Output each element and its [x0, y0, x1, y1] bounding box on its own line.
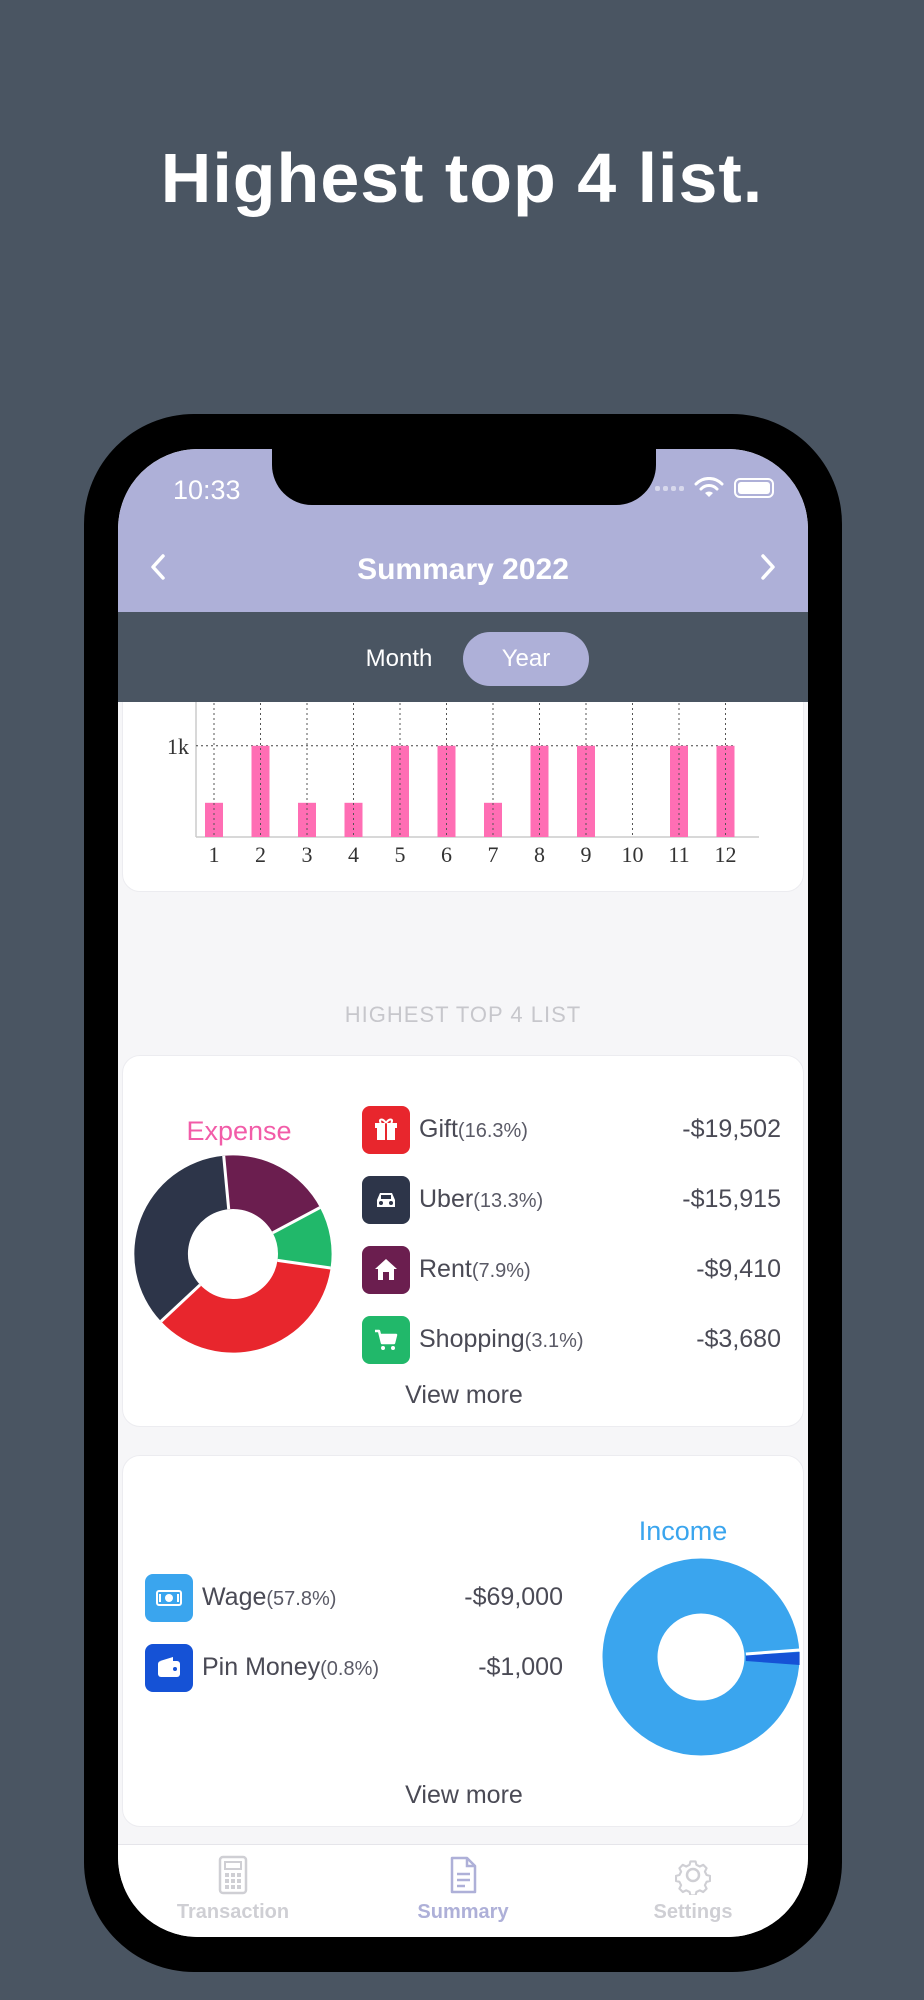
tab-settings-label: Settings: [653, 1901, 733, 1923]
x-tick-label: 11: [668, 842, 689, 867]
category-name: Pin Money: [202, 1653, 321, 1681]
phone-frame: 10:33 Summary 2022 Month Year: [84, 414, 842, 1972]
monthly-bar-chart: 1k1 2 3 4 5 6 7 8 9 10 11 12: [167, 702, 759, 867]
status-icons: [655, 477, 774, 499]
donut-slice-gift: [161, 1260, 331, 1353]
house-icon: [362, 1246, 410, 1294]
headline: Highest top 4 list.: [160, 139, 764, 217]
bar-month-6: [437, 745, 456, 837]
phone-screen: 10:33 Summary 2022 Month Year: [118, 449, 808, 1937]
category-name: Rent: [419, 1255, 472, 1283]
income-donut-chart: [602, 1558, 800, 1756]
x-tick-label: 3: [302, 842, 313, 867]
category-percent: (0.8%): [320, 1658, 380, 1680]
bar-month-5: [391, 745, 409, 837]
notch: [272, 449, 656, 505]
gift-icon: [362, 1106, 410, 1154]
x-tick-label: 8: [534, 842, 545, 867]
cart-icon: [362, 1316, 410, 1364]
bar-month-8: [530, 745, 549, 837]
donut-slice-rent: [223, 1155, 320, 1233]
next-year-button[interactable]: [748, 545, 788, 589]
income-card: Income Wage(57.8%) -$69,000 Pin Money(0.8%…: [122, 1455, 804, 1827]
segment-year[interactable]: Year: [463, 632, 589, 686]
bar-month-11: [670, 745, 688, 837]
category-label: Rent(7.9%): [419, 1255, 531, 1284]
category-amount: -$3,680: [696, 1325, 781, 1353]
category-name: Shopping: [419, 1325, 525, 1353]
category-percent: (57.8%): [266, 1588, 337, 1610]
tab-transaction[interactable]: Transaction: [133, 1855, 333, 1924]
category-percent: (7.9%): [471, 1260, 531, 1282]
status-time: 10:33: [173, 475, 241, 505]
x-tick-label: 5: [395, 842, 406, 867]
page-title: Summary 2022: [357, 553, 569, 586]
x-tick-label: 9: [581, 842, 592, 867]
summary-content[interactable]: 1k 1 2 3 4 5 6 7 8 9 10 11 12 HIGHEST TOP 4 LIST Exp…: [118, 702, 808, 1844]
tab-summary[interactable]: Summary: [363, 1855, 563, 1924]
tab-bar: Transaction Summary Settings: [118, 1844, 808, 1937]
x-tick-label: 10: [622, 842, 644, 867]
category-label: Wage(57.8%): [202, 1583, 336, 1612]
category-amount: -$19,502: [682, 1115, 781, 1143]
wifi-icon: [694, 477, 724, 497]
income-title: Income: [638, 1516, 728, 1546]
previous-year-button[interactable]: [138, 545, 178, 589]
calculator-icon: [218, 1855, 248, 1895]
x-tick-label: 12: [715, 842, 737, 867]
donut-slice-pin-money: [745, 1652, 800, 1665]
donut-slice-uber: [134, 1155, 229, 1322]
wallet-icon: [145, 1644, 193, 1692]
donut-slice-shopping: [272, 1207, 332, 1268]
category-name: Gift: [419, 1115, 458, 1143]
bar-month-12: [716, 745, 735, 837]
signal-icon: [655, 485, 684, 491]
period-segmented-control: Month Year: [118, 612, 808, 702]
section-title: HIGHEST TOP 4 LIST: [344, 1002, 582, 1027]
income-view-more-link[interactable]: View more: [405, 1781, 523, 1809]
tab-settings[interactable]: Settings: [593, 1855, 793, 1924]
monthly-chart-card: 1k 1 2 3 4 5 6 7 8 9 10 11 12: [122, 702, 804, 892]
expense-donut-chart: [134, 1155, 332, 1353]
expense-title: Expense: [186, 1116, 292, 1146]
tab-summary-label: Summary: [417, 1901, 509, 1923]
battery-icon: [734, 478, 774, 498]
category-label: Uber(13.3%): [419, 1185, 543, 1214]
category-label: Shopping(3.1%): [419, 1325, 584, 1354]
bar-month-9: [577, 745, 595, 837]
category-name: Uber: [419, 1185, 474, 1213]
x-tick-label: 7: [488, 842, 499, 867]
x-tick-label: 4: [348, 842, 359, 867]
tab-transaction-label: Transaction: [176, 1901, 290, 1923]
category-amount: -$69,000: [464, 1583, 563, 1611]
category-percent: (16.3%): [457, 1120, 528, 1142]
car-icon: [362, 1176, 410, 1224]
chevron-right-icon: [761, 554, 775, 580]
document-icon: [450, 1856, 477, 1894]
category-amount: -$15,915: [682, 1185, 781, 1213]
y-tick-label: 1k: [167, 734, 189, 759]
money-icon: [145, 1574, 193, 1622]
gear-icon: [675, 1860, 711, 1895]
category-label: Gift(16.3%): [419, 1115, 528, 1144]
category-amount: -$9,410: [696, 1255, 781, 1283]
x-tick-label: 2: [255, 842, 266, 867]
bar-month-2: [251, 745, 270, 837]
category-amount: -$1,000: [478, 1653, 563, 1681]
x-tick-label: 6: [441, 842, 452, 867]
expense-card: Expense Gift(1: [122, 1055, 804, 1427]
x-tick-label: 1: [209, 842, 220, 867]
segment-month[interactable]: Month: [365, 645, 433, 672]
category-percent: (13.3%): [473, 1190, 544, 1212]
expense-view-more-link[interactable]: View more: [405, 1381, 523, 1409]
category-name: Wage: [202, 1583, 267, 1611]
category-label: Pin Money(0.8%): [202, 1653, 379, 1682]
chevron-left-icon: [151, 554, 165, 580]
category-percent: (3.1%): [524, 1330, 584, 1352]
